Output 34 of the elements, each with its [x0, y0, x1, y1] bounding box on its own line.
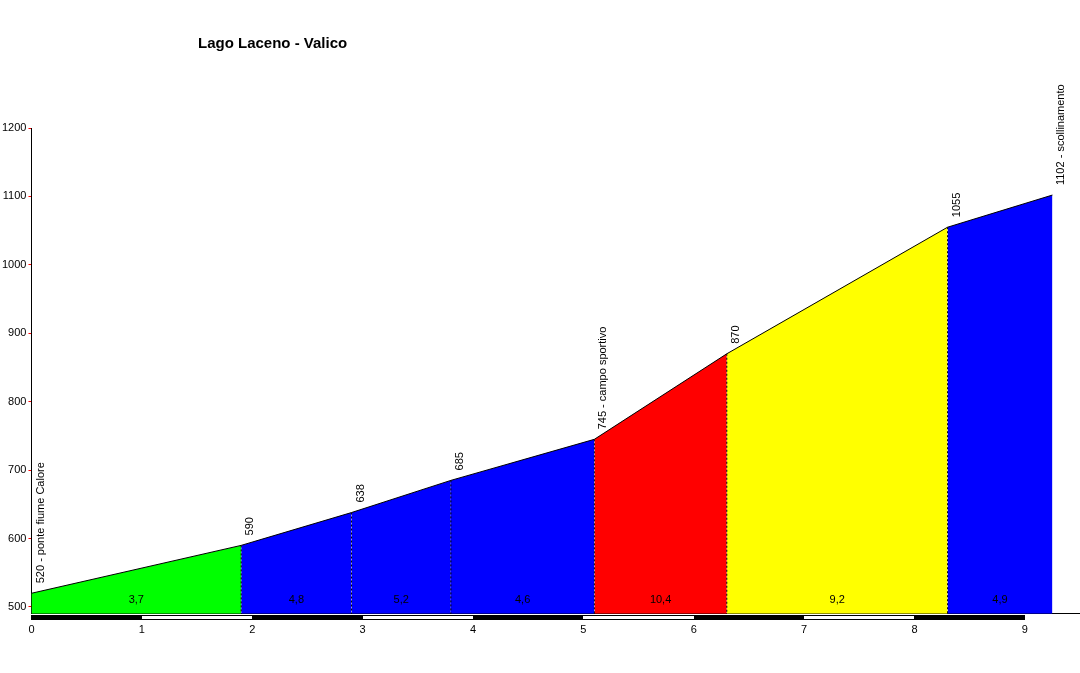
- annotation: 3,7: [128, 593, 144, 606]
- annotation: 1055: [949, 192, 962, 218]
- x-tick-label: 6: [690, 623, 697, 636]
- x-tick-label: 7: [801, 623, 808, 636]
- y-tick-label: 800: [8, 394, 27, 407]
- x-tick-label: 3: [359, 623, 366, 636]
- annotation: 590: [243, 517, 256, 536]
- x-tick-label: 4: [469, 623, 477, 636]
- annotation: 520 - ponte fiume Calore: [33, 462, 46, 584]
- annotation: 638: [353, 484, 366, 503]
- x-tick-label: 9: [1021, 623, 1028, 636]
- annotation: 745 - campo sportivo: [596, 326, 609, 430]
- annotation: 4,9: [992, 593, 1008, 606]
- annotation: 10,4: [649, 593, 672, 606]
- annotation: 4,8: [288, 593, 305, 606]
- annotation: 9,2: [829, 593, 845, 606]
- chart-title: Lago Laceno - Valico: [198, 34, 348, 51]
- y-tick-label: 1100: [2, 189, 27, 202]
- y-tick-label: 1200: [1, 121, 27, 134]
- annotation: 5,2: [393, 593, 409, 606]
- x-tick-label: 2: [249, 623, 256, 636]
- annotation: 685: [452, 452, 465, 471]
- x-tick-label: 5: [580, 623, 587, 636]
- x-tick-label: 0: [28, 623, 35, 636]
- x-tick-label: 1: [138, 623, 145, 636]
- y-tick-label: 1000: [1, 257, 27, 270]
- annotation: 4,6: [514, 593, 531, 606]
- annotation: 870: [728, 325, 741, 344]
- x-tick-label: 8: [911, 623, 918, 636]
- y-tick-label: 600: [8, 531, 27, 544]
- y-tick-label: 500: [8, 599, 27, 612]
- y-tick-label: 900: [8, 326, 27, 339]
- y-tick-label: 700: [8, 463, 27, 476]
- annotation: 1102 - scollinamento: [1054, 84, 1067, 186]
